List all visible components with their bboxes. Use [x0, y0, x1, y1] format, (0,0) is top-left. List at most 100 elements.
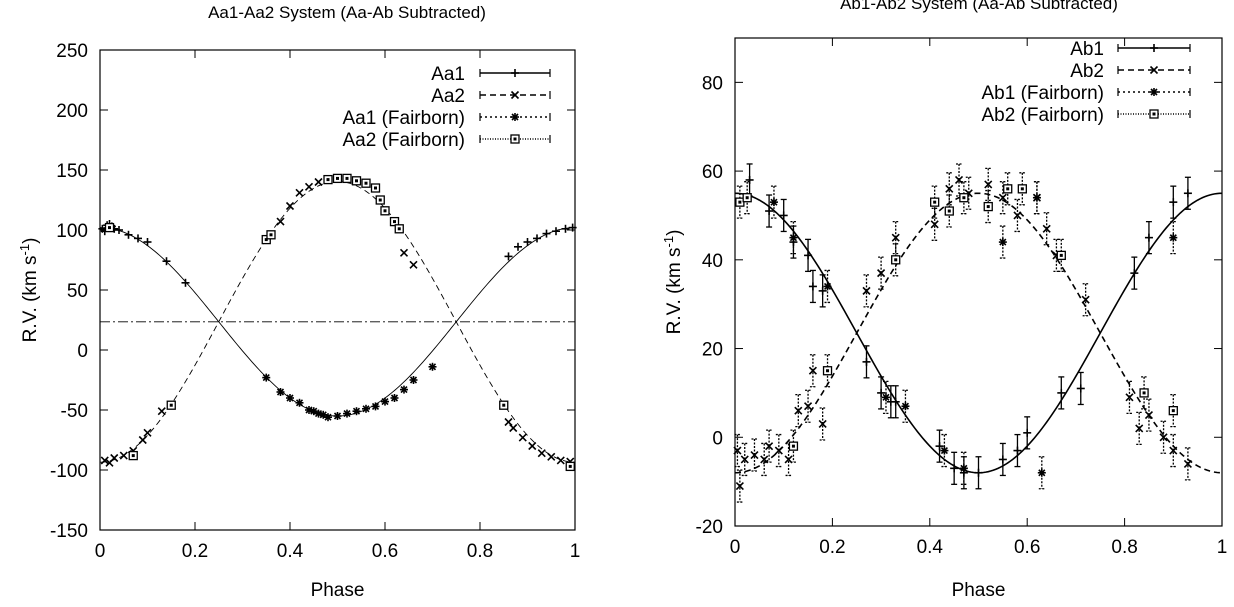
data-point-aa1 — [181, 278, 190, 287]
data-point-ab1 — [1130, 269, 1139, 278]
data-point-aa2 — [409, 260, 418, 269]
y-tick-label: -20 — [696, 517, 723, 538]
x-tick-label: 0 — [95, 541, 106, 562]
data-point-aa2-fairborn — [261, 234, 271, 245]
data-point-ab1 — [745, 175, 754, 184]
data-point-aa2-fairborn — [389, 216, 400, 227]
data-point-aa1 — [514, 242, 522, 251]
legend-label: Aa2 (Fairborn) — [343, 130, 466, 151]
data-point-aa2-fairborn — [128, 450, 138, 461]
data-point-aa1 — [143, 238, 152, 246]
y-axis-label-main: R.V. (km s — [20, 255, 41, 342]
series-ab2-fairborn — [735, 172, 1178, 463]
y-axis-label-close: ) — [664, 230, 685, 236]
chart-panel-aa1-aa2: Aa1-Aa2 System (Aa-Ab Subtracted) 0 0.2 0.4… — [17, 3, 580, 601]
x-axis-label: Phase — [952, 580, 1006, 601]
data-point-ab2 — [808, 366, 817, 375]
data-point-ab1-fairborn — [1032, 193, 1041, 202]
x-tick-label: 1 — [1217, 537, 1228, 558]
data-point-ab1 — [804, 251, 813, 260]
legend-label: Ab2 — [1070, 61, 1104, 82]
data-point-ab2 — [984, 180, 993, 189]
legend-marker — [511, 69, 519, 77]
x-tick-label: 0.4 — [917, 537, 944, 558]
series-aa1-fairborn — [262, 362, 437, 422]
data-point-aa1-fairborn — [362, 404, 370, 413]
data-point-aa2-fairborn — [375, 195, 385, 205]
data-point-aa1 — [542, 229, 551, 238]
data-point-ab1-fairborn — [1037, 468, 1046, 477]
data-point-ab2-fairborn — [1168, 406, 1178, 416]
data-point-aa1 — [504, 252, 513, 261]
data-point-aa2 — [276, 217, 285, 226]
series-ab1 — [734, 163, 1223, 490]
y-tick-label: 0 — [77, 341, 88, 362]
data-point-ab2-fairborn — [1003, 184, 1013, 194]
data-point-ab1-fairborn — [769, 198, 778, 207]
data-point-ab2-fairborn — [930, 197, 940, 207]
plot-frame — [734, 37, 1223, 527]
data-point-aa2-fairborn — [380, 206, 390, 216]
legend-marker — [510, 90, 520, 100]
data-point-aa2 — [509, 423, 518, 433]
y-axis-label-main: R.V. (km s — [664, 247, 685, 334]
chart-title: Aa1-Aa2 System (Aa-Ab Subtracted) — [208, 3, 486, 22]
data-point-ab2 — [1081, 295, 1090, 304]
y-tick-label: 20 — [702, 340, 723, 361]
data-point-ab1-fairborn — [823, 282, 832, 291]
data-point-ab1 — [974, 468, 983, 477]
data-point-ab2 — [794, 406, 803, 415]
legend-marker — [510, 134, 520, 144]
legend-entry-ab1: Ab1 — [1070, 39, 1191, 60]
data-point-aa2 — [314, 177, 323, 187]
x-tick-label: 0.6 — [372, 541, 398, 562]
data-point-ab2 — [1125, 393, 1134, 402]
data-point-ab2 — [735, 482, 744, 491]
y-tick-label: 0 — [712, 428, 723, 449]
data-point-aa1-fairborn — [324, 413, 332, 422]
data-point-ab2-fairborn — [1139, 388, 1149, 398]
data-point-aa1 — [124, 230, 133, 239]
data-point-aa1 — [162, 257, 171, 266]
legend-entry-aa1: Aa1 — [431, 64, 551, 85]
y-tick-label: -100 — [50, 461, 88, 482]
data-point-ab2 — [1159, 433, 1168, 442]
series-ab1-fairborn — [769, 181, 1178, 490]
data-point-ab2 — [930, 220, 939, 229]
data-point-aa2-fairborn — [394, 224, 404, 234]
data-point-aa1-fairborn — [390, 394, 399, 402]
data-point-ab2 — [862, 286, 871, 295]
legend-label: Ab1 (Fairborn) — [982, 83, 1105, 104]
data-point-ab2 — [803, 402, 813, 411]
data-point-ab1 — [818, 286, 827, 295]
data-point-ab2-fairborn — [891, 255, 901, 265]
series-aa1 — [98, 220, 577, 417]
data-point-aa2-fairborn — [361, 178, 371, 188]
data-point-ab2 — [998, 193, 1007, 202]
data-point-ab1 — [1013, 446, 1022, 455]
x-tick-label: 0.2 — [182, 541, 208, 562]
data-point-ab2 — [740, 455, 749, 464]
data-point-ab1 — [877, 388, 886, 397]
data-point-aa1 — [533, 234, 541, 243]
data-point-ab1 — [779, 211, 788, 220]
data-point-aa2 — [285, 201, 295, 211]
legend-label: Ab1 — [1070, 39, 1104, 60]
x-tick-label: 0.2 — [819, 537, 845, 558]
series-aa2-fairborn — [104, 173, 575, 472]
data-point-aa1 — [115, 226, 123, 234]
data-point-aa1-fairborn — [286, 394, 294, 402]
data-point-ab1-fairborn — [789, 233, 798, 242]
y-tick-label: 50 — [67, 281, 88, 302]
data-point-aa1 — [568, 223, 577, 232]
data-point-aa2 — [537, 449, 546, 458]
data-point-ab2 — [1169, 446, 1178, 455]
data-point-ab1 — [1183, 189, 1192, 198]
y-tick-label: 80 — [702, 73, 723, 94]
data-point-aa2 — [518, 433, 527, 442]
data-point-ab1 — [1023, 428, 1032, 437]
y-tick-label: -50 — [61, 401, 88, 422]
data-point-aa1-fairborn — [295, 398, 304, 407]
data-point-aa1-fairborn — [262, 373, 271, 382]
y-axis-label-exponent: -1 — [661, 236, 676, 248]
